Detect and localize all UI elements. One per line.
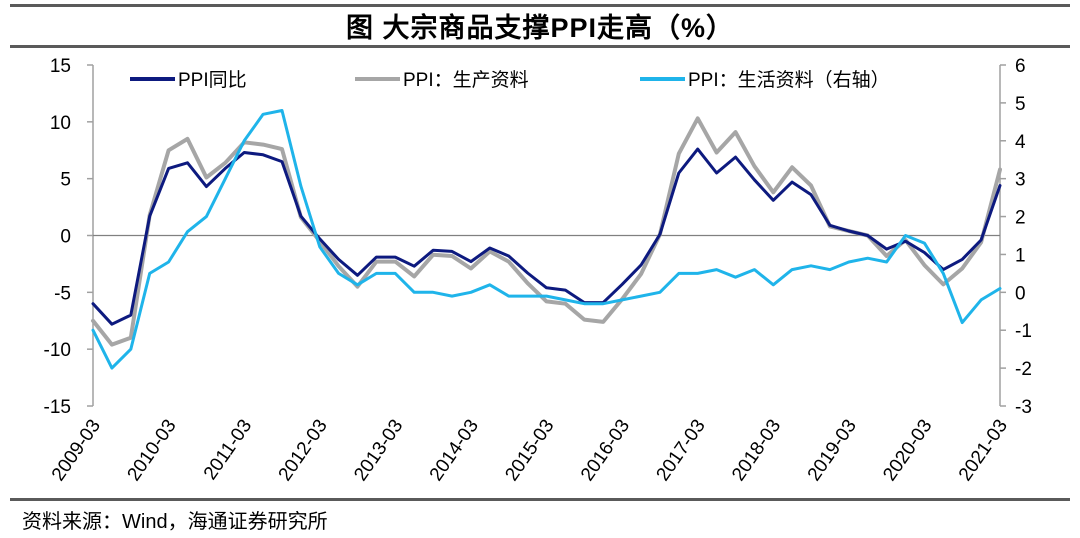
x-tick-label: 2021-03 [955,416,1012,485]
right-tick-label: -3 [1015,397,1032,418]
chart-title: 图 大宗商品支撑PPI走高（%） [345,13,735,43]
right-tick-label: 2 [1015,208,1026,229]
x-tick-label: 2009-03 [48,416,105,485]
series-lines [91,109,1002,370]
series-line-1 [91,147,1002,326]
left-tick-label: -5 [54,283,71,304]
legend: PPI同比 PPI：生产资料 PPI：生活资料（右轴） [130,69,890,91]
right-tick-label: 5 [1015,94,1026,115]
right-tick-label: 0 [1015,283,1026,304]
right-tick-label: 3 [1015,170,1026,191]
title-underline [10,45,1070,48]
x-tick-label: 2012-03 [275,416,332,485]
top-rule [10,4,1070,7]
legend-label-1: PPI同比 [178,69,247,91]
x-tick-label: 2018-03 [728,416,785,485]
x-tick-label: 2013-03 [350,416,407,485]
left-tick-label: -15 [44,397,71,418]
left-tick-label: 15 [50,56,71,77]
source-note: 资料来源：Wind，海通证券研究所 [22,511,328,533]
right-tick-label: 6 [1015,56,1026,77]
left-tick-label: 10 [50,113,71,134]
x-tick-label: 2019-03 [804,416,861,485]
x-tick-label: 2014-03 [426,416,483,485]
x-tick-label: 2015-03 [501,416,558,485]
right-tick-label: -2 [1015,359,1032,380]
left-tick-label: -10 [44,340,71,361]
right-tick-label: 1 [1015,245,1026,266]
x-tick-label: 2020-03 [879,416,936,485]
bottom-rule [10,498,1070,501]
x-tick-label: 2010-03 [123,416,180,485]
right-tick-label: 4 [1015,132,1026,153]
right-tick-label: -1 [1015,321,1032,342]
left-tick-label: 5 [60,170,71,191]
x-tick-label: 2011-03 [200,416,256,484]
series-line-3 [91,109,1002,370]
series-line-2 [91,116,1002,347]
x-tick-label: 2016-03 [577,416,634,485]
x-tick-label: 2017-03 [653,416,710,485]
legend-label-2: PPI：生产资料 [403,69,529,91]
legend-label-3: PPI：生活资料（右轴） [688,69,890,91]
left-tick-label: 0 [60,227,71,248]
